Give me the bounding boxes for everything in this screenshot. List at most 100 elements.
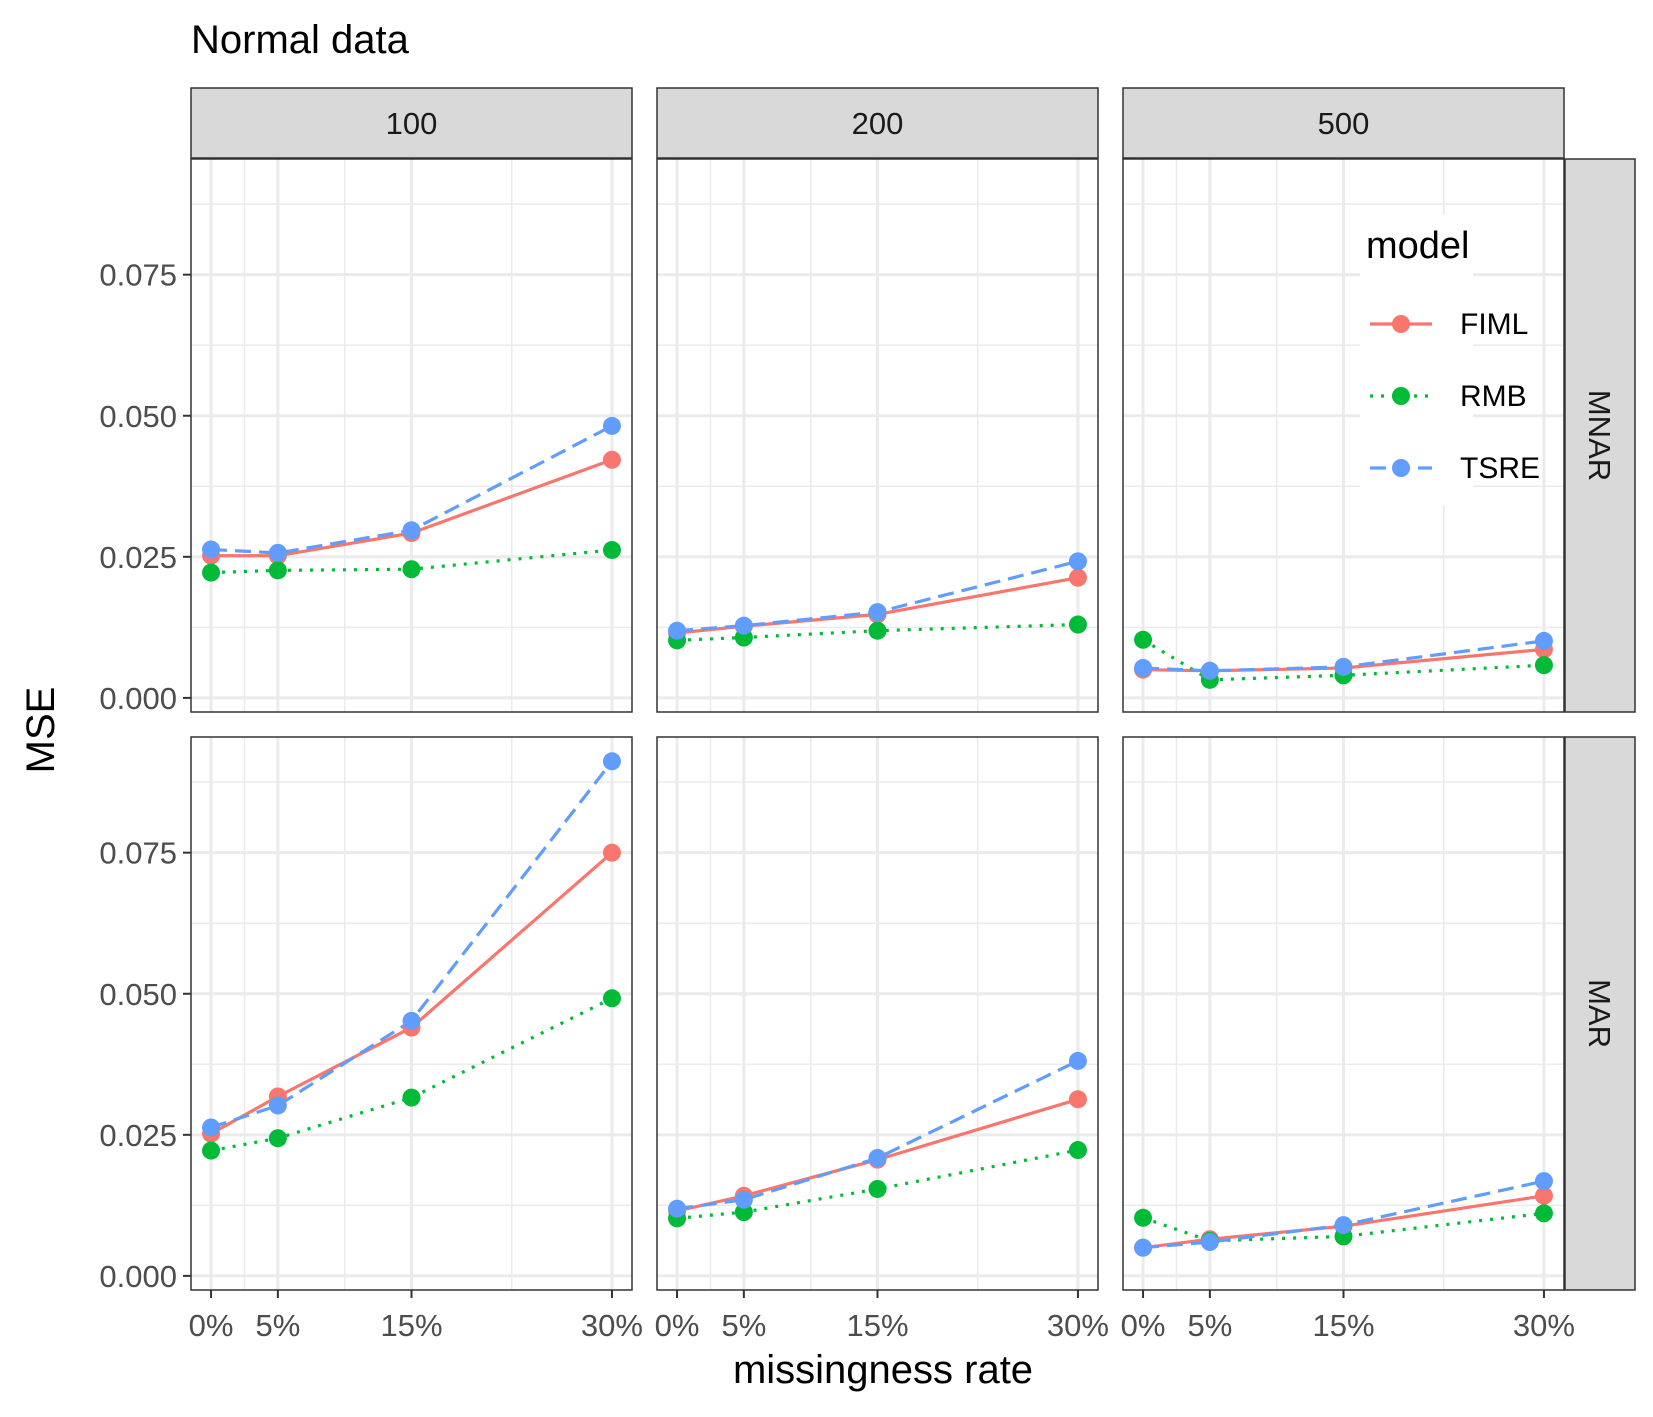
data-point-TSRE — [202, 540, 221, 559]
data-point-TSRE — [602, 416, 621, 435]
data-point-TSRE — [1334, 657, 1353, 676]
data-point-TSRE — [1068, 552, 1087, 571]
data-point-RMB — [1534, 656, 1553, 675]
facet-strip-row-MNAR — [1564, 158, 1636, 713]
panel-border — [656, 158, 1099, 713]
data-point-TSRE — [202, 1118, 221, 1137]
y-tick-label: 0.000 — [99, 681, 177, 716]
series-line-RMB — [210, 996, 613, 1153]
data-point-RMB — [268, 1129, 287, 1148]
legend-label: TSRE — [1460, 452, 1540, 485]
facet-strip-label: 100 — [386, 106, 438, 141]
data-point-RMB — [402, 1088, 421, 1107]
data-point-TSRE — [1068, 1051, 1087, 1070]
series-line-RMB — [1142, 1211, 1545, 1243]
series-line-TSRE — [676, 1059, 1079, 1211]
series-line-TSRE — [210, 760, 614, 1130]
x-tick-label: 0% — [655, 1308, 700, 1343]
x-tick-label: 0% — [1121, 1308, 1166, 1343]
y-tick-label: 0.025 — [99, 540, 177, 575]
x-tick-label: 30% — [1513, 1308, 1575, 1343]
data-point-RMB — [1134, 1208, 1153, 1227]
series-line-RMB — [210, 548, 613, 575]
legend-key-point — [1392, 315, 1410, 333]
facet-strip-label: 500 — [1318, 106, 1370, 141]
series-line-TSRE — [676, 559, 1079, 633]
legend: model FIML RMB TSRE — [1360, 215, 1540, 505]
y-tick-label: 0.000 — [99, 1259, 177, 1294]
facet-strip-row-MAR — [1564, 736, 1636, 1291]
panel-MAR-100 — [190, 736, 633, 1291]
panel-MAR-200 — [656, 736, 1099, 1291]
facet-strip-label: MAR — [1582, 979, 1617, 1048]
y-tick-label: 0.075 — [99, 258, 177, 293]
y-tick-label: 0.025 — [99, 1118, 177, 1153]
legend-background — [1360, 215, 1473, 505]
series-line-RMB — [676, 622, 1079, 642]
data-point-FIML — [1068, 1090, 1087, 1109]
legend-item-TSRE: TSRE — [1370, 452, 1540, 485]
legend-title: model — [1366, 225, 1470, 267]
facet-strip-col-200 — [656, 87, 1099, 159]
data-point-TSRE — [1134, 1238, 1153, 1257]
data-point-TSRE — [1134, 658, 1153, 677]
x-tick-label: 30% — [581, 1308, 643, 1343]
data-point-FIML — [1534, 1186, 1553, 1205]
x-tick-label: 15% — [380, 1308, 442, 1343]
data-point-TSRE — [268, 543, 287, 562]
data-point-TSRE — [668, 1199, 687, 1218]
panel-MNAR-500 — [1122, 158, 1565, 713]
data-point-TSRE — [668, 621, 687, 640]
data-point-TSRE — [402, 521, 421, 540]
data-point-FIML — [602, 843, 621, 862]
x-tick-label: 15% — [1312, 1308, 1374, 1343]
data-point-RMB — [602, 541, 621, 560]
panel-border — [190, 158, 633, 713]
legend-key-point — [1392, 387, 1410, 405]
x-axis-title: missingness rate — [733, 1348, 1033, 1392]
y-axis-title: MSE — [19, 687, 63, 774]
data-point-TSRE — [1534, 1172, 1553, 1191]
data-point-RMB — [1134, 630, 1153, 649]
data-point-FIML — [1068, 568, 1087, 587]
data-point-TSRE — [1200, 661, 1219, 680]
data-point-RMB — [402, 560, 421, 579]
x-axis: 0% 5% 15% 30% 0% 5% 15% 30% 0% 5% 15% 30% — [189, 1290, 1575, 1343]
data-point-RMB — [1534, 1204, 1553, 1223]
data-point-TSRE — [868, 1148, 887, 1167]
data-point-RMB — [202, 563, 221, 582]
series-line-TSRE — [1142, 639, 1545, 673]
data-point-RMB — [602, 989, 621, 1008]
x-tick-label: 5% — [721, 1308, 766, 1343]
data-point-TSRE — [734, 1190, 753, 1209]
data-point-TSRE — [1200, 1233, 1219, 1252]
series-line-TSRE — [210, 424, 613, 555]
data-point-TSRE — [1334, 1216, 1353, 1235]
facet-strip-col-100 — [190, 87, 633, 159]
series-line-FIML — [211, 458, 613, 558]
data-point-TSRE — [602, 752, 621, 771]
legend-key-point — [1392, 459, 1410, 477]
data-point-FIML — [602, 450, 621, 469]
facet-strip-col-500 — [1122, 87, 1565, 159]
x-tick-label: 0% — [189, 1308, 234, 1343]
legend-label: RMB — [1460, 380, 1527, 413]
data-point-RMB — [202, 1141, 221, 1160]
x-tick-label: 30% — [1047, 1308, 1109, 1343]
data-point-RMB — [734, 1203, 753, 1222]
data-point-TSRE — [1534, 631, 1553, 650]
legend-item-FIML: FIML — [1370, 308, 1528, 341]
data-point-RMB — [868, 621, 887, 640]
panel-MAR-500 — [1122, 736, 1565, 1291]
x-tick-label: 15% — [846, 1308, 908, 1343]
data-point-RMB — [268, 561, 287, 580]
chart-title: Normal data — [191, 18, 410, 62]
x-tick-label: 5% — [1187, 1308, 1232, 1343]
data-point-TSRE — [268, 1096, 287, 1115]
data-point-RMB — [1068, 615, 1087, 634]
data-point-RMB — [868, 1179, 887, 1198]
legend-label: FIML — [1460, 308, 1528, 341]
y-tick-label: 0.050 — [99, 977, 177, 1012]
series-line-TSRE — [1142, 1179, 1545, 1250]
